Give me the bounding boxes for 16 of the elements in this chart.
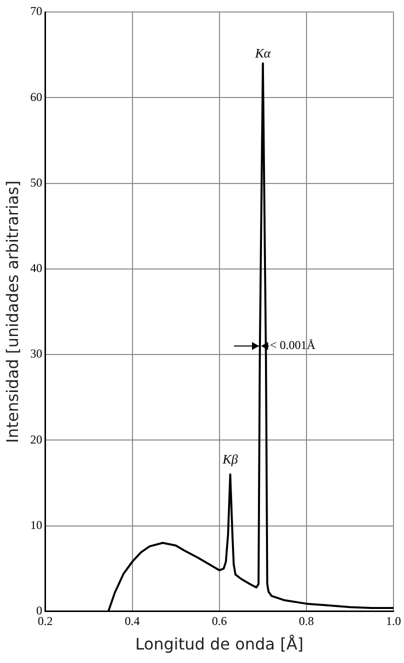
annotation: Kα bbox=[254, 45, 272, 60]
y-tick-label: 10 bbox=[30, 518, 42, 532]
x-tick-label: 0.8 bbox=[298, 614, 314, 628]
y-axis-title: Intensidad [unidades arbitrarias] bbox=[2, 180, 22, 443]
y-tick-label: 50 bbox=[30, 175, 42, 190]
x-tick-label: 0.6 bbox=[212, 614, 227, 628]
x-tick-label: 1.0 bbox=[386, 614, 401, 628]
y-tick-label: 20 bbox=[30, 432, 42, 446]
annotation: Kβ bbox=[222, 451, 238, 466]
annotation: < 0.001Å bbox=[270, 338, 316, 352]
y-tick-label: 60 bbox=[30, 90, 42, 104]
x-tick-label: 0.4 bbox=[124, 614, 140, 628]
y-tick-label: 70 bbox=[30, 4, 42, 18]
y-tick-label: 40 bbox=[30, 261, 42, 276]
x-axis-title: Longitud de onda [Å] bbox=[135, 634, 304, 654]
y-tick-label: 30 bbox=[30, 346, 42, 361]
